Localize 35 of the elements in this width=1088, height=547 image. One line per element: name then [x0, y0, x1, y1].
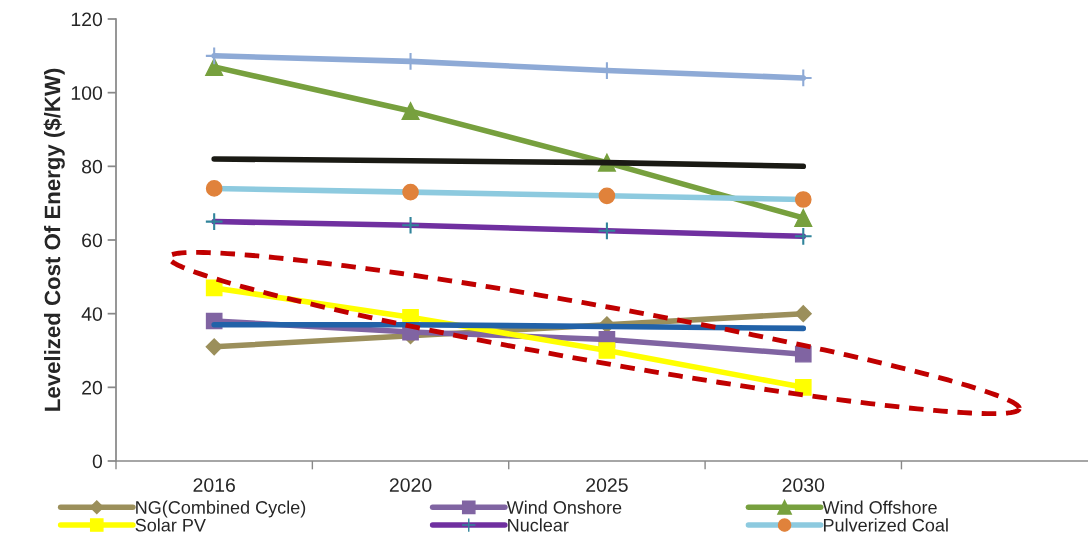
x-tick-label: 2020 — [389, 478, 432, 492]
point — [597, 221, 617, 241]
y-tick-label: 100 — [71, 86, 103, 100]
point — [401, 215, 420, 235]
point — [205, 57, 224, 76]
point — [794, 345, 812, 363]
point — [794, 191, 812, 208]
y-tick-label: 20 — [82, 380, 103, 395]
legend-label: Wind Offshore — [822, 500, 937, 514]
x-tick-label: 2025 — [586, 478, 628, 492]
legend-label: Pulverized Coal — [823, 518, 948, 532]
legend-label: Solar PV — [135, 518, 206, 532]
point — [793, 226, 813, 246]
legend-label: NG(Combined Cycle) — [136, 500, 306, 518]
point — [204, 212, 224, 231]
point — [205, 338, 223, 356]
point — [598, 342, 616, 359]
point — [598, 187, 616, 205]
point — [205, 180, 223, 197]
legend-label: Nuclear — [508, 518, 569, 532]
point — [401, 102, 420, 121]
legend-label: Wind Onshore — [506, 500, 622, 514]
x-tick-label: 2016 — [193, 478, 235, 492]
point — [402, 183, 419, 201]
y-axis-title: Levelized Cost Of Energy ($/KW) — [43, 68, 65, 411]
y-tick-label: 0 — [92, 454, 103, 469]
y-tick-label: 120 — [71, 12, 103, 27]
y-tick-label: 80 — [82, 159, 103, 174]
y-tick-label: 60 — [82, 233, 103, 248]
point — [794, 208, 813, 227]
point — [794, 378, 812, 396]
point — [205, 279, 223, 297]
y-tick-label: 40 — [81, 307, 103, 321]
point — [794, 305, 812, 323]
x-tick-label: 2030 — [782, 478, 825, 492]
